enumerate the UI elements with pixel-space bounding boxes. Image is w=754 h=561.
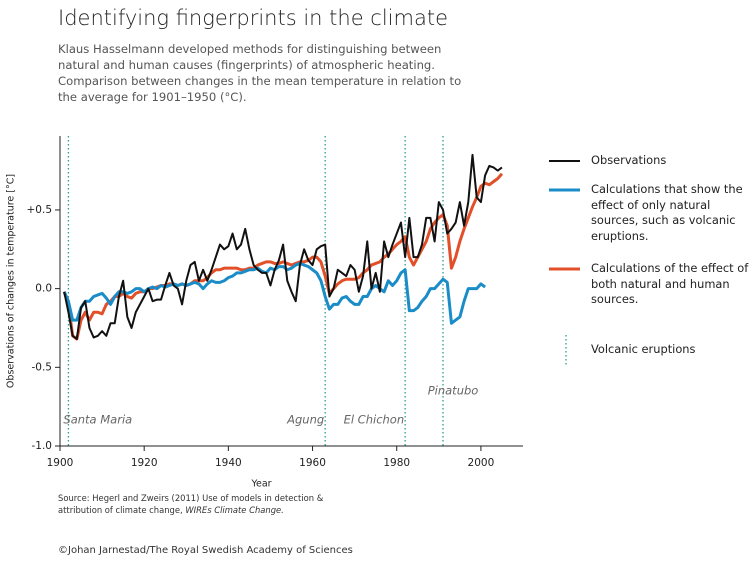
x-tick-label: 1920: [131, 457, 158, 469]
x-tick-label: 1940: [215, 457, 242, 469]
y-axis-label: Observations of changes in temperature […: [6, 174, 17, 388]
x-axis-label: Year: [250, 479, 271, 490]
eruption-label: Santa Maria: [63, 413, 132, 427]
series-line: [63, 153, 503, 340]
chart-subtitle: Klaus Hasselmann developed methods for d…: [58, 42, 462, 104]
y-tick-label: -0.5: [32, 361, 53, 373]
source-text: Source: Hegerl and Zweirs (2011) Use of …: [58, 493, 324, 515]
y-tick-label: -1.0: [32, 440, 53, 452]
credit: ©Johan Jarnestad/The Royal Swedish Acade…: [58, 545, 353, 556]
legend-label: Volcanic eruptions: [591, 342, 696, 356]
legend-label: Observations: [591, 153, 667, 167]
chart-title: Identifying fingerprints in the climate: [58, 6, 448, 30]
source: Source: Hegerl and Zweirs (2011) Use of …: [58, 492, 358, 516]
y-tick-label: 0.0: [35, 283, 52, 295]
series-line: [62, 172, 504, 341]
eruption-label: El Chichon: [344, 413, 405, 427]
y-tick-label: +0.5: [27, 204, 53, 216]
legend-label: Calculations of the effect of both natur…: [591, 261, 749, 306]
legend-label: Calculations that show the effect of onl…: [591, 182, 743, 243]
x-tick-label: 1960: [299, 457, 326, 469]
x-tick-label: 1900: [47, 457, 74, 469]
eruption-label: Agung: [286, 413, 324, 427]
x-tick-label: 2000: [468, 457, 495, 469]
eruption-label: Pinatubo: [428, 384, 479, 398]
source-italic: WIREs Climate Change.: [185, 505, 284, 515]
x-tick-label: 1980: [383, 457, 410, 469]
